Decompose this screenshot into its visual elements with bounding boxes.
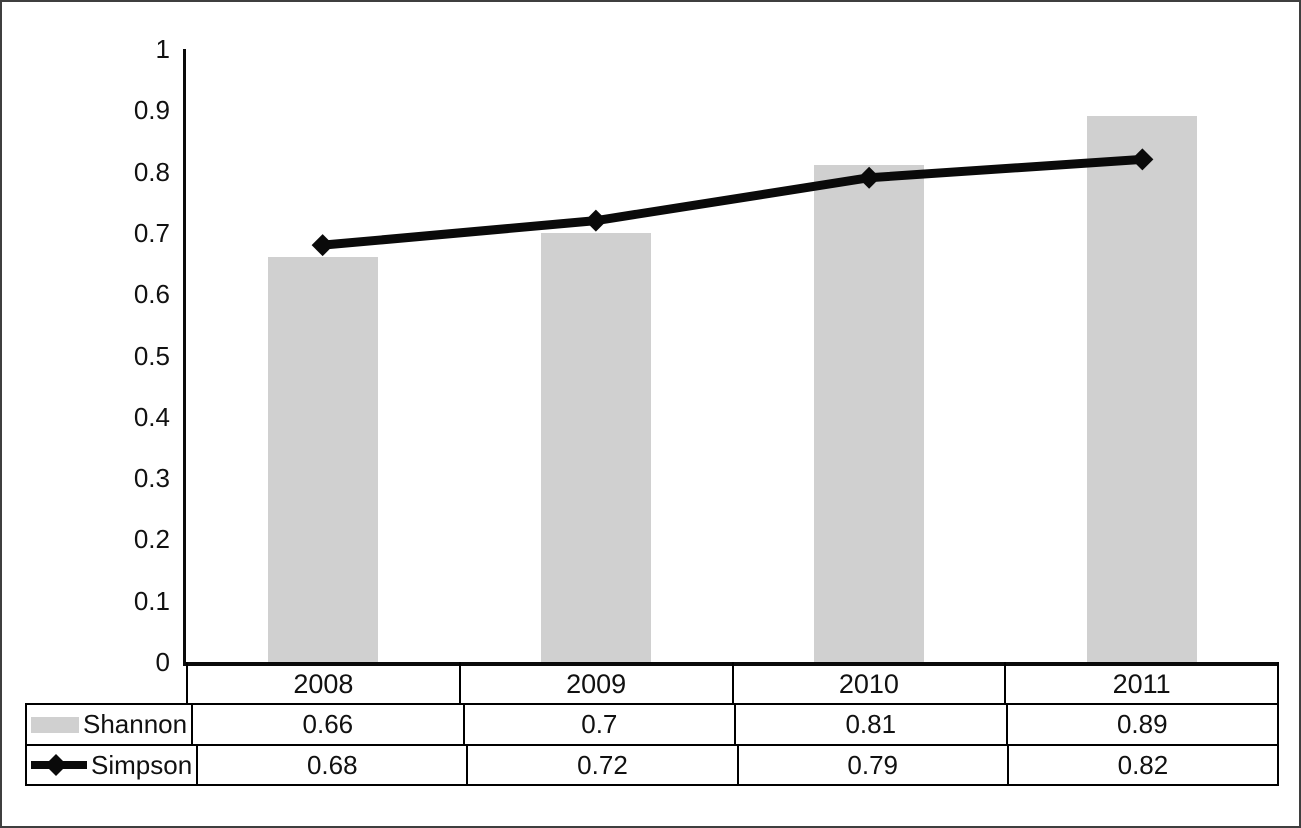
plot-area — [186, 49, 1279, 662]
value-cell-simpson-2011: 0.82 — [1009, 746, 1280, 784]
bar-2010 — [814, 165, 925, 662]
category-axis-row: 2008 2009 2010 2011 — [186, 662, 1279, 703]
category-label-2009: 2009 — [461, 662, 734, 703]
value-cell-shannon-2009: 0.7 — [465, 705, 737, 744]
category-label-2008: 2008 — [188, 662, 461, 703]
diamond-marker-icon — [1131, 148, 1154, 171]
category-label-2010: 2010 — [734, 662, 1007, 703]
value-cell-simpson-2008: 0.68 — [198, 746, 469, 784]
y-tick-label: 0.9 — [133, 95, 170, 126]
legend-cell-shannon: Shannon — [27, 705, 194, 744]
y-tick-label: 1 — [155, 34, 170, 64]
y-tick-label: 0.6 — [133, 279, 170, 310]
diamond-marker-icon — [584, 209, 607, 232]
y-tick-label: 0.5 — [133, 340, 170, 371]
y-tick-label: 0.4 — [133, 401, 170, 432]
value-cell-shannon-2008: 0.66 — [193, 705, 465, 744]
bar-2011 — [1087, 116, 1198, 662]
x-axis-line — [183, 662, 1279, 666]
value-cell-simpson-2010: 0.79 — [739, 746, 1009, 784]
legend-cell-simpson: Simpson — [27, 746, 199, 784]
simpson-line — [322, 154, 1143, 250]
y-tick-label: 0.1 — [133, 585, 170, 616]
value-cell-simpson-2009: 0.72 — [468, 746, 739, 784]
bar-2008 — [267, 257, 378, 662]
category-label-2011: 2011 — [1006, 662, 1279, 703]
diamond-marker-icon — [858, 166, 881, 189]
bar-2009 — [540, 232, 651, 662]
simpson-line-key-icon — [31, 754, 87, 776]
y-tick-label: 0.7 — [133, 217, 170, 248]
shannon-bar-swatch-icon — [31, 716, 79, 733]
table-row-shannon: Shannon 0.66 0.7 0.81 0.89 — [25, 703, 1279, 744]
y-tick-label: 0.3 — [133, 463, 170, 494]
series-label: Shannon — [83, 709, 188, 739]
y-tick-label: 0.2 — [133, 524, 170, 555]
table-row-simpson: Simpson 0.68 0.72 0.79 0.82 — [25, 744, 1280, 786]
value-cell-shannon-2011: 0.89 — [1008, 705, 1279, 744]
value-cell-shannon-2010: 0.81 — [736, 705, 1008, 744]
y-axis-line — [183, 49, 186, 666]
line-series-svg — [311, 148, 1154, 257]
y-tick-label: 0.8 — [133, 156, 170, 187]
series-label: Simpson — [91, 749, 193, 780]
y-tick-label: 0 — [155, 647, 170, 677]
diamond-marker-icon — [311, 234, 334, 257]
